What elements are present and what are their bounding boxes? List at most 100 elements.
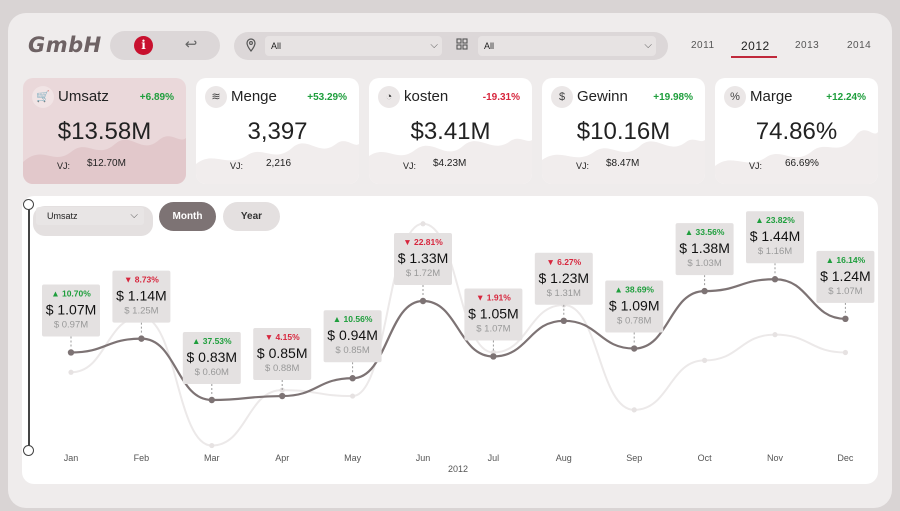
kpi-vj-value: $8.47M (606, 158, 640, 169)
year-2012[interactable]: 2012 (741, 39, 770, 53)
year-2013[interactable]: 2013 (795, 40, 820, 51)
dollar-icon: $ (551, 86, 573, 108)
kpi-vj-label: VJ: (576, 161, 590, 171)
label-box (182, 332, 241, 384)
prior-year-point (420, 221, 426, 227)
category-filter[interactable]: All ⌵ (478, 36, 656, 56)
label-value: $ 1.24M (820, 268, 871, 284)
range-slider-track[interactable] (28, 204, 30, 450)
data-point[interactable] (631, 345, 638, 352)
label-delta: ▼ 6.27% (546, 257, 581, 267)
current-year-line (70, 278, 846, 402)
label-prior: $ 1.25M (124, 306, 158, 317)
x-tick-label: Dec (837, 453, 854, 463)
info-icon[interactable]: i (134, 36, 153, 55)
x-tick-label: May (344, 453, 362, 463)
kpi-card-gewinn[interactable]: $ Gewinn +19.98% $10.16M VJ: $8.47M (542, 78, 705, 184)
label-box (253, 328, 312, 381)
category-filter-value: All (484, 41, 495, 51)
year-2011[interactable]: 2011 (691, 40, 715, 51)
kpi-vj-label: VJ: (403, 161, 417, 171)
month-toggle[interactable]: Month (159, 202, 216, 231)
label-box (464, 288, 523, 341)
logo: GmbH (28, 33, 102, 57)
year-toggle[interactable]: Year (223, 202, 280, 231)
label-value: $ 1.33M (398, 250, 449, 266)
prior-year-point (279, 387, 285, 393)
range-slider-bottom-handle[interactable] (23, 445, 34, 456)
label-prior: $ 1.07M (476, 323, 510, 334)
x-axis-label: 2012 (448, 464, 468, 474)
label-delta: ▼ 8.73% (124, 275, 159, 285)
region-filter[interactable]: All ⌵ (265, 36, 442, 56)
x-tick-label: Jun (416, 453, 431, 463)
location-pin-icon (244, 38, 258, 52)
kpi-value: 74.86% (755, 118, 838, 145)
data-point[interactable] (490, 353, 497, 360)
label-box (112, 270, 171, 323)
prior-year-point (842, 349, 849, 356)
data-point[interactable] (771, 276, 779, 283)
label-box (816, 250, 875, 303)
data-point[interactable] (138, 335, 145, 342)
x-tick-label: Feb (134, 453, 150, 463)
cart-icon: 🛒 (32, 86, 54, 108)
data-label-card: ▲ 38.69% $ 1.09M $ 0.78M (605, 280, 664, 344)
x-tick-label: Jul (488, 453, 500, 463)
label-box (675, 223, 734, 276)
label-delta: ▲ 23.82% (755, 215, 795, 225)
kpi-card-umsatz[interactable]: 🛒 Umsatz +6.89% $13.58M VJ: $12.70M (23, 78, 186, 184)
data-label-card: ▲ 16.14% $ 1.24M $ 1.07M (816, 250, 875, 314)
data-point[interactable] (208, 396, 215, 404)
label-prior: $ 0.78M (617, 316, 651, 327)
kpi-delta: +6.89% (139, 92, 174, 103)
x-tick-label: Oct (698, 453, 713, 463)
label-delta: ▲ 16.14% (826, 255, 866, 265)
data-point[interactable] (560, 317, 567, 324)
kpi-title: kosten (404, 88, 449, 105)
data-point[interactable] (67, 349, 75, 356)
label-value: $ 0.85M (257, 345, 308, 361)
kpi-value: $13.58M (57, 118, 152, 145)
label-box (534, 252, 593, 305)
pie-icon: ◔ (378, 86, 400, 108)
data-label-card: ▲ 10.56% $ 0.94M $ 0.85M (323, 310, 382, 374)
kpi-vj-value: $12.70M (87, 158, 126, 169)
label-value: $ 1.44M (750, 228, 801, 244)
selected-year-underline (731, 56, 777, 58)
label-delta: ▲ 10.56% (333, 314, 373, 324)
data-point[interactable] (701, 287, 708, 295)
data-label-card: ▼ 8.73% $ 1.14M $ 1.25M (112, 270, 171, 334)
label-prior: $ 1.03M (687, 258, 721, 269)
back-arrow-icon[interactable]: ↩ (184, 36, 198, 53)
prior-year-point (702, 357, 708, 363)
year-2014[interactable]: 2014 (847, 40, 872, 51)
data-point[interactable] (279, 392, 286, 400)
range-slider-top-handle[interactable] (23, 199, 34, 210)
data-label-card: ▼ 1.91% $ 1.05M $ 1.07M (464, 288, 523, 352)
data-label-card: ▲ 37.53% $ 0.83M $ 0.60M (182, 332, 241, 395)
kpi-value: $10.16M (576, 118, 671, 145)
data-point[interactable] (419, 297, 427, 305)
measure-dropdown-value: Umsatz (47, 211, 78, 221)
data-point[interactable] (349, 375, 356, 382)
prior-year-point (631, 407, 637, 413)
label-delta: ▼ 4.15% (265, 332, 300, 342)
kpi-vj-label: VJ: (230, 161, 244, 171)
data-point[interactable] (842, 315, 849, 323)
measure-dropdown[interactable]: Umsatz ⌵ (36, 207, 144, 225)
prior-year-point (772, 332, 778, 338)
kpi-card-marge[interactable]: % Marge +12.24% 74.86% VJ: 66.69% (715, 78, 878, 184)
kpi-card-menge[interactable]: ≋ Menge +53.29% 3,397 VJ: 2,216 (196, 78, 359, 184)
action-pill (110, 31, 220, 60)
kpi-card-kosten[interactable]: ◔ kosten -19.31% $3.41M VJ: $4.23M (369, 78, 532, 184)
sparkline (369, 138, 532, 184)
kpi-delta: +19.98% (653, 92, 693, 103)
prior-year-point (350, 393, 356, 399)
data-label-card: ▲ 33.56% $ 1.38M $ 1.03M (675, 223, 734, 287)
label-delta: ▲ 38.69% (614, 285, 654, 295)
label-prior: $ 0.60M (195, 367, 229, 378)
label-delta: ▼ 1.91% (476, 292, 511, 302)
x-tick-label: Nov (767, 453, 784, 463)
sparkline (23, 136, 186, 184)
